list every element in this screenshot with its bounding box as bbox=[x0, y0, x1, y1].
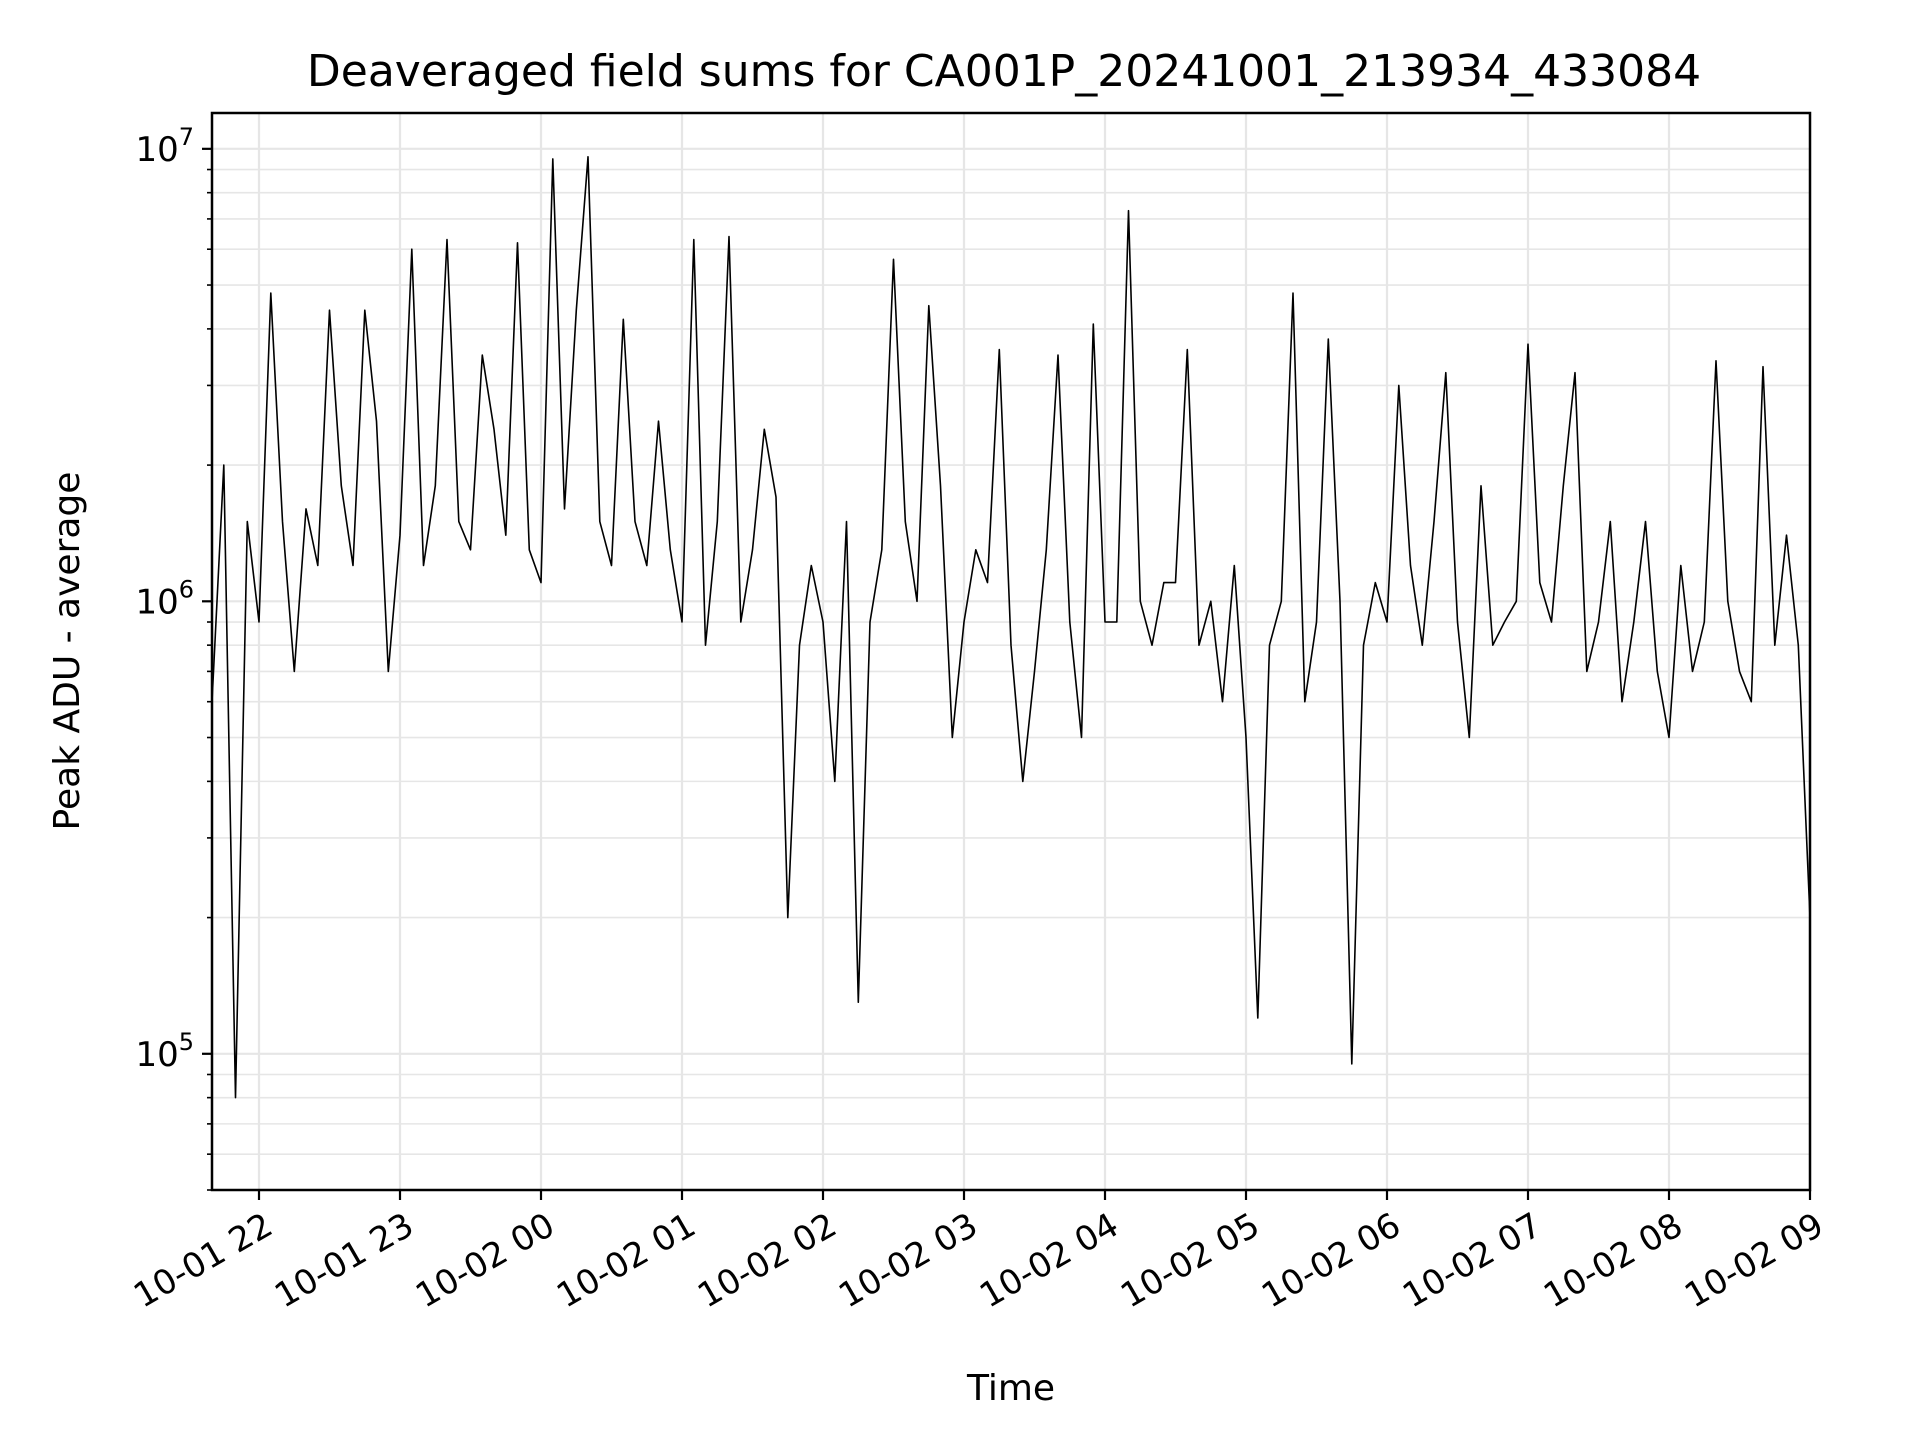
series-layer bbox=[211, 156, 1811, 1099]
chart-title: Deaveraged field sums for CA001P_2024100… bbox=[307, 46, 1701, 97]
series-line bbox=[211, 156, 1811, 1099]
y-tick-label: 106 bbox=[135, 575, 194, 622]
x-axis-label: Time bbox=[966, 1368, 1055, 1409]
x-tick-label: 10-02 01 bbox=[550, 1205, 702, 1316]
x-tick-label: 10-02 05 bbox=[1114, 1205, 1266, 1316]
x-tick-label: 10-02 06 bbox=[1255, 1205, 1407, 1316]
y-tick-label: 107 bbox=[135, 123, 194, 170]
y-axis-label: Peak ADU - average bbox=[47, 472, 88, 831]
x-tick-label: 10-02 04 bbox=[973, 1205, 1125, 1316]
x-tick-label: 10-02 03 bbox=[832, 1205, 984, 1316]
x-tick-label: 10-02 09 bbox=[1678, 1205, 1830, 1316]
x-tick-label: 10-02 02 bbox=[691, 1205, 843, 1316]
x-tick-label: 10-02 08 bbox=[1537, 1205, 1689, 1316]
x-tick-label: 10-02 07 bbox=[1396, 1205, 1548, 1316]
x-tick-label: 10-01 23 bbox=[268, 1205, 420, 1316]
x-tick-label: 10-01 22 bbox=[127, 1205, 279, 1316]
y-tick-label: 105 bbox=[135, 1028, 194, 1075]
y-axis: 105 106 107 bbox=[135, 123, 212, 1191]
x-tick-label: 10-02 00 bbox=[409, 1205, 561, 1316]
plot-frame bbox=[210, 111, 1812, 1192]
